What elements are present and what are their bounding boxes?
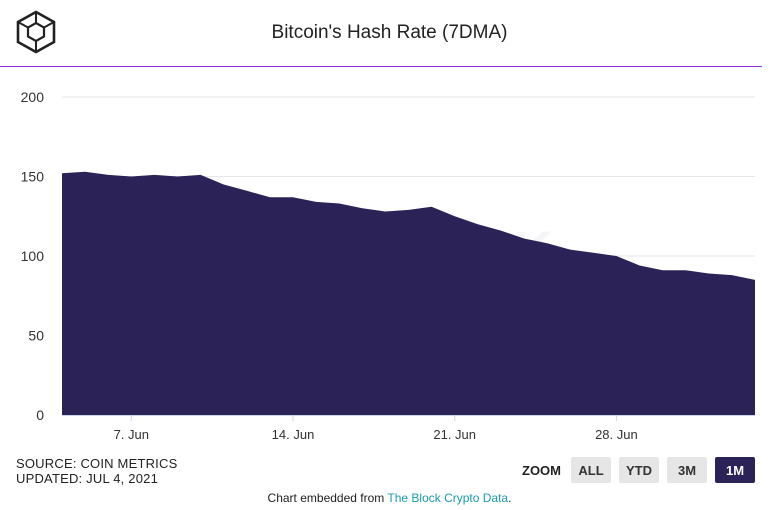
y-tick-label-0: 0 bbox=[36, 407, 44, 423]
hash-rate-area bbox=[62, 171, 755, 415]
x-tick-label-0: 7. Jun bbox=[114, 427, 149, 442]
x-tick-label-3: 28. Jun bbox=[595, 427, 638, 442]
y-tick-label-100: 100 bbox=[21, 248, 45, 264]
y-tick-label-50: 50 bbox=[28, 328, 44, 344]
area-layer bbox=[62, 171, 755, 415]
y-tick-label-150: 150 bbox=[21, 169, 45, 185]
updated-text: UPDATED: JUL 4, 2021 bbox=[16, 471, 158, 486]
title-divider bbox=[0, 66, 762, 67]
zoom-ytd-button[interactable]: YTD bbox=[619, 457, 659, 483]
embed-credit: Chart embedded from The Block Crypto Dat… bbox=[0, 491, 779, 505]
x-tick-label-1: 14. Jun bbox=[272, 427, 315, 442]
zoom-1m-button[interactable]: 1M bbox=[715, 457, 755, 483]
y-tick-label-200: 200 bbox=[21, 89, 45, 105]
source-text: SOURCE: COIN METRICS bbox=[16, 456, 178, 471]
embed-suffix: . bbox=[508, 491, 512, 505]
zoom-all-button[interactable]: ALL bbox=[571, 457, 611, 483]
y-axis: 0 50 100 150 200 bbox=[21, 89, 45, 423]
the-block-cube-logo-icon bbox=[16, 10, 56, 54]
chart-title: Bitcoin's Hash Rate (7DMA) bbox=[271, 22, 508, 43]
x-tick-label-2: 21. Jun bbox=[433, 427, 476, 442]
embed-link[interactable]: The Block Crypto Data bbox=[387, 491, 509, 505]
source-info: SOURCE: COIN METRICS UPDATED: JUL 4, 202… bbox=[16, 456, 177, 486]
zoom-controls: ZOOM ALL YTD 3M 1M bbox=[522, 457, 755, 483]
zoom-3m-button[interactable]: 3M bbox=[667, 457, 707, 483]
embed-prefix: Chart embedded from bbox=[267, 491, 388, 505]
x-axis: 7. Jun 14. Jun 21. Jun 28. Jun bbox=[62, 415, 755, 442]
zoom-label: ZOOM bbox=[522, 462, 561, 478]
